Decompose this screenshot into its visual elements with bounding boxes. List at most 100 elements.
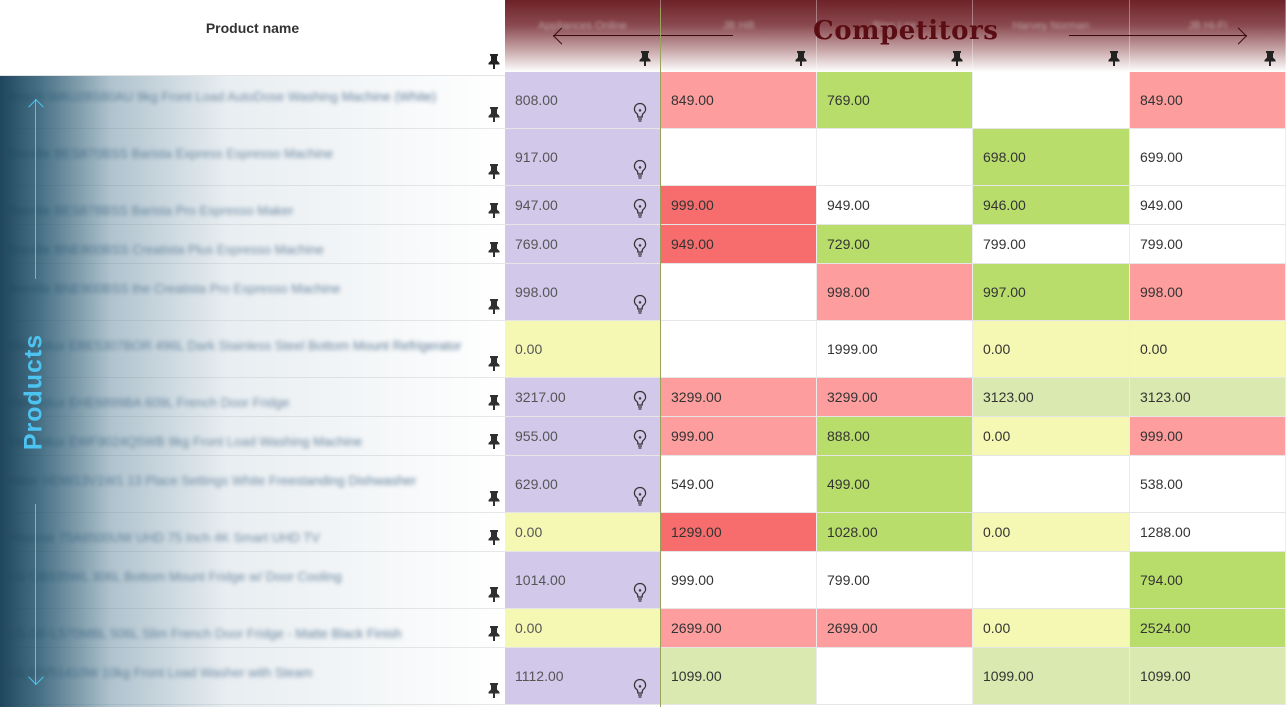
competitor-column-header[interactable]: Bing Lee [817,0,973,72]
pin-icon[interactable] [487,163,501,179]
competitor-price-cell[interactable] [817,129,973,185]
competitor-price-cell[interactable]: 499.00 [817,456,973,512]
table-row[interactable]: Electrolux EWF9024Q5WB 9kg Front Load Wa… [0,417,1286,456]
table-row[interactable]: Breville BES870BSS Barista Express Espre… [0,129,1286,186]
competitor-price-cell[interactable]: 3123.00 [973,378,1130,416]
pin-icon[interactable] [487,529,501,545]
competitor-price-cell[interactable]: 999.00 [661,417,817,455]
own-price-cell[interactable]: 917.00 [505,129,661,185]
product-name-cell[interactable]: Electrolux EWF9024Q5WB 9kg Front Load Wa… [0,417,505,455]
own-price-cell[interactable]: 0.00 [505,513,661,551]
competitor-price-cell[interactable]: 1999.00 [817,321,973,377]
lightbulb-icon[interactable] [632,486,648,506]
own-price-cell[interactable]: 947.00 [505,186,661,224]
pin-icon[interactable] [487,241,501,257]
own-price-cell[interactable]: 1112.00 [505,648,661,704]
competitor-price-cell[interactable]: 949.00 [817,186,973,224]
pin-icon[interactable] [487,202,501,218]
competitor-price-cell[interactable]: 3299.00 [817,378,973,416]
competitor-price-cell[interactable] [661,264,817,320]
competitor-price-cell[interactable]: 849.00 [661,72,817,128]
product-name-cell[interactable]: LG GF-L570MBL 506L Slim French Door Frid… [0,609,505,647]
lightbulb-icon[interactable] [632,429,648,449]
competitor-price-cell[interactable]: 538.00 [1130,456,1286,512]
competitor-price-cell[interactable] [973,456,1130,512]
lightbulb-icon[interactable] [632,198,648,218]
lightbulb-icon[interactable] [632,102,648,122]
competitor-price-cell[interactable]: 699.00 [1130,129,1286,185]
own-price-cell[interactable]: 998.00 [505,264,661,320]
product-name-header[interactable]: Product name [0,0,505,76]
competitor-price-cell[interactable] [661,321,817,377]
pin-icon[interactable] [950,50,964,66]
table-row[interactable]: Electrolux EHE6899BA 609L French Door Fr… [0,378,1286,417]
table-row[interactable]: Haier HDW13V1W1 13 Place Settings White … [0,456,1286,513]
product-name-cell[interactable]: Hisense 75A6500UW UHD 75 Inch 4K Smart U… [0,513,505,551]
competitor-price-cell[interactable]: 2524.00 [1130,609,1286,647]
competitor-price-cell[interactable]: 799.00 [973,225,1130,263]
lightbulb-icon[interactable] [632,390,648,410]
product-name-cell[interactable]: LG WV51410W 10kg Front Load Washer with … [0,648,505,704]
lightbulb-icon[interactable] [632,582,648,602]
competitor-price-cell[interactable]: 999.00 [661,186,817,224]
own-price-cell[interactable]: 3217.00 [505,378,661,416]
pin-icon[interactable] [487,586,501,602]
competitor-price-cell[interactable]: 946.00 [973,186,1130,224]
table-row[interactable]: Breville BES878BSS Barista Pro Espresso … [0,186,1286,225]
own-price-cell[interactable]: 0.00 [505,321,661,377]
competitor-price-cell[interactable]: 997.00 [973,264,1130,320]
pin-icon[interactable] [487,355,501,371]
product-name-cell[interactable]: Breville BES878BSS Barista Pro Espresso … [0,186,505,224]
own-price-cell[interactable]: 629.00 [505,456,661,512]
pin-icon[interactable] [487,433,501,449]
competitor-price-cell[interactable] [817,648,973,704]
competitor-price-cell[interactable]: 998.00 [817,264,973,320]
competitor-column-header[interactable]: Appliances Online [505,0,661,72]
competitor-price-cell[interactable]: 0.00 [1130,321,1286,377]
table-row[interactable]: LG GB335WL 306L Bottom Mount Fridge w/ D… [0,552,1286,609]
competitor-price-cell[interactable]: 949.00 [661,225,817,263]
competitor-price-cell[interactable]: 3299.00 [661,378,817,416]
competitor-price-cell[interactable]: 0.00 [973,321,1130,377]
pin-icon[interactable] [487,106,501,122]
product-name-cell[interactable]: LG GB335WL 306L Bottom Mount Fridge w/ D… [0,552,505,608]
table-row[interactable]: Breville BNE800BSS Creatista Plus Espres… [0,225,1286,264]
competitor-price-cell[interactable]: 2699.00 [817,609,973,647]
own-price-cell[interactable]: 1014.00 [505,552,661,608]
lightbulb-icon[interactable] [632,678,648,698]
pin-icon[interactable] [638,50,652,66]
pin-icon[interactable] [1107,50,1121,66]
competitor-price-cell[interactable]: 0.00 [973,609,1130,647]
table-row[interactable]: Bosch WAU28S80AU 9kg Front Load AutoDose… [0,72,1286,129]
competitor-price-cell[interactable]: 1299.00 [661,513,817,551]
table-row[interactable]: LG GF-L570MBL 506L Slim French Door Frid… [0,609,1286,648]
competitor-price-cell[interactable]: 799.00 [817,552,973,608]
competitor-price-cell[interactable]: 1099.00 [973,648,1130,704]
product-name-cell[interactable]: Breville BES870BSS Barista Express Espre… [0,129,505,185]
pin-icon[interactable] [487,682,501,698]
product-name-cell[interactable]: Electrolux EBE5307BOR 496L Dark Stainles… [0,321,505,377]
competitor-price-cell[interactable]: 769.00 [817,72,973,128]
competitor-price-cell[interactable]: 794.00 [1130,552,1286,608]
own-price-cell[interactable]: 808.00 [505,72,661,128]
competitor-price-cell[interactable]: 729.00 [817,225,973,263]
own-price-cell[interactable]: 769.00 [505,225,661,263]
competitor-price-cell[interactable]: 799.00 [1130,225,1286,263]
competitor-price-cell[interactable]: 1099.00 [661,648,817,704]
competitor-price-cell[interactable]: 949.00 [1130,186,1286,224]
competitor-column-header[interactable]: JB Hi-Fi [1130,0,1286,72]
table-row[interactable]: LG WV51410W 10kg Front Load Washer with … [0,648,1286,705]
pin-icon[interactable] [487,53,501,69]
product-name-cell[interactable]: Electrolux EHE6899BA 609L French Door Fr… [0,378,505,416]
competitor-price-cell[interactable]: 0.00 [973,417,1130,455]
competitor-price-cell[interactable]: 3123.00 [1130,378,1286,416]
pin-icon[interactable] [487,298,501,314]
competitor-price-cell[interactable]: 888.00 [817,417,973,455]
lightbulb-icon[interactable] [632,159,648,179]
competitor-price-cell[interactable]: 1288.00 [1130,513,1286,551]
product-name-cell[interactable]: Breville BNE900BSS the Creatista Pro Esp… [0,264,505,320]
own-price-cell[interactable]: 955.00 [505,417,661,455]
table-row[interactable]: Breville BNE900BSS the Creatista Pro Esp… [0,264,1286,321]
lightbulb-icon[interactable] [632,294,648,314]
competitor-price-cell[interactable]: 999.00 [1130,417,1286,455]
